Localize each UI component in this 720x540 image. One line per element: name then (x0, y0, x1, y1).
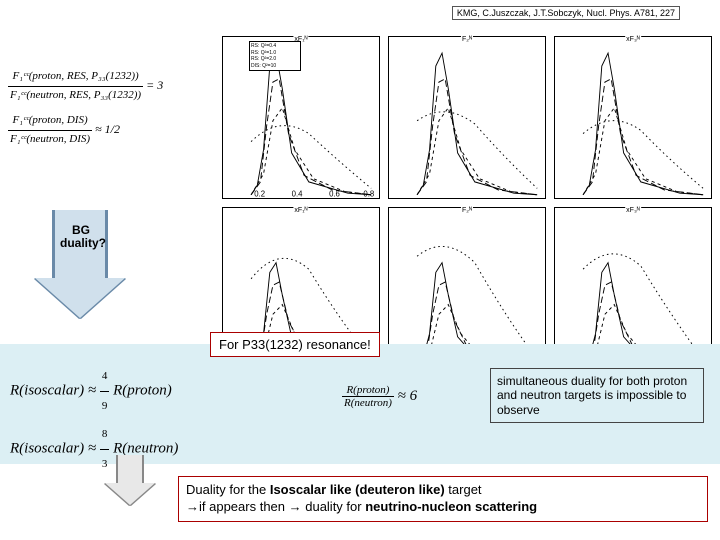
eq1-rhs: = 3 (146, 78, 163, 92)
ratio-equations: F₁ᶜᶜ(proton, RES, P₃₃(1232)) F₁ᶜᶜ(neutro… (8, 68, 163, 148)
eq1-numer: F₁ᶜᶜ(proton, RES, P₃₃(1232)) (8, 68, 143, 87)
arrow-line2: duality? (60, 236, 106, 250)
arrow-line1: BG (72, 223, 90, 237)
svg-text:0.8: 0.8 (363, 189, 374, 198)
proton-neutron-ratio: R(proton) R(neutron) ≈ 6 (342, 384, 417, 409)
chart-f2-top: F₂ᴺ (388, 36, 546, 199)
citation-box: KMG, C.Juszczak, J.T.Sobczyk, Nucl. Phys… (452, 6, 680, 20)
chart-xf3-top: xF₃ᴺ (554, 36, 712, 199)
svg-text:0.6: 0.6 (329, 189, 340, 198)
svg-text:0.2: 0.2 (254, 189, 265, 198)
resonance-label: For P33(1232) resonance! (210, 332, 380, 357)
chart-legend: RS: Q²=0.4 RS: Q²=1.0 RS: Q²=2.0 DIS: Q²… (249, 41, 301, 71)
bg-duality-arrow: BG duality? (30, 210, 130, 320)
svg-text:0.4: 0.4 (292, 189, 303, 198)
chart-xf1-top: xF₁ᴺ RS: Q²=0.4 RS: Q²=1.0 RS: Q²=2.0 DI… (222, 36, 380, 199)
eq2-denom: F₁ᶜᶜ(neutron, DIS) (8, 131, 92, 149)
conclusion-arrow (100, 455, 160, 515)
structure-function-charts: xF₁ᴺ RS: Q²=0.4 RS: Q²=1.0 RS: Q²=2.0 DI… (222, 36, 712, 326)
eq2-numer: F₁ᶜᶜ(proton, DIS) (8, 112, 92, 131)
eq2-rhs: ≈ 1/2 (95, 122, 120, 136)
eq1-denom: F₁ᶜᶜ(neutron, RES, P₃₃(1232)) (8, 87, 143, 105)
conclusion-box: Duality for the Isoscalar like (deuteron… (178, 476, 708, 522)
impossibility-note: simultaneous duality for both proton and… (490, 368, 704, 423)
